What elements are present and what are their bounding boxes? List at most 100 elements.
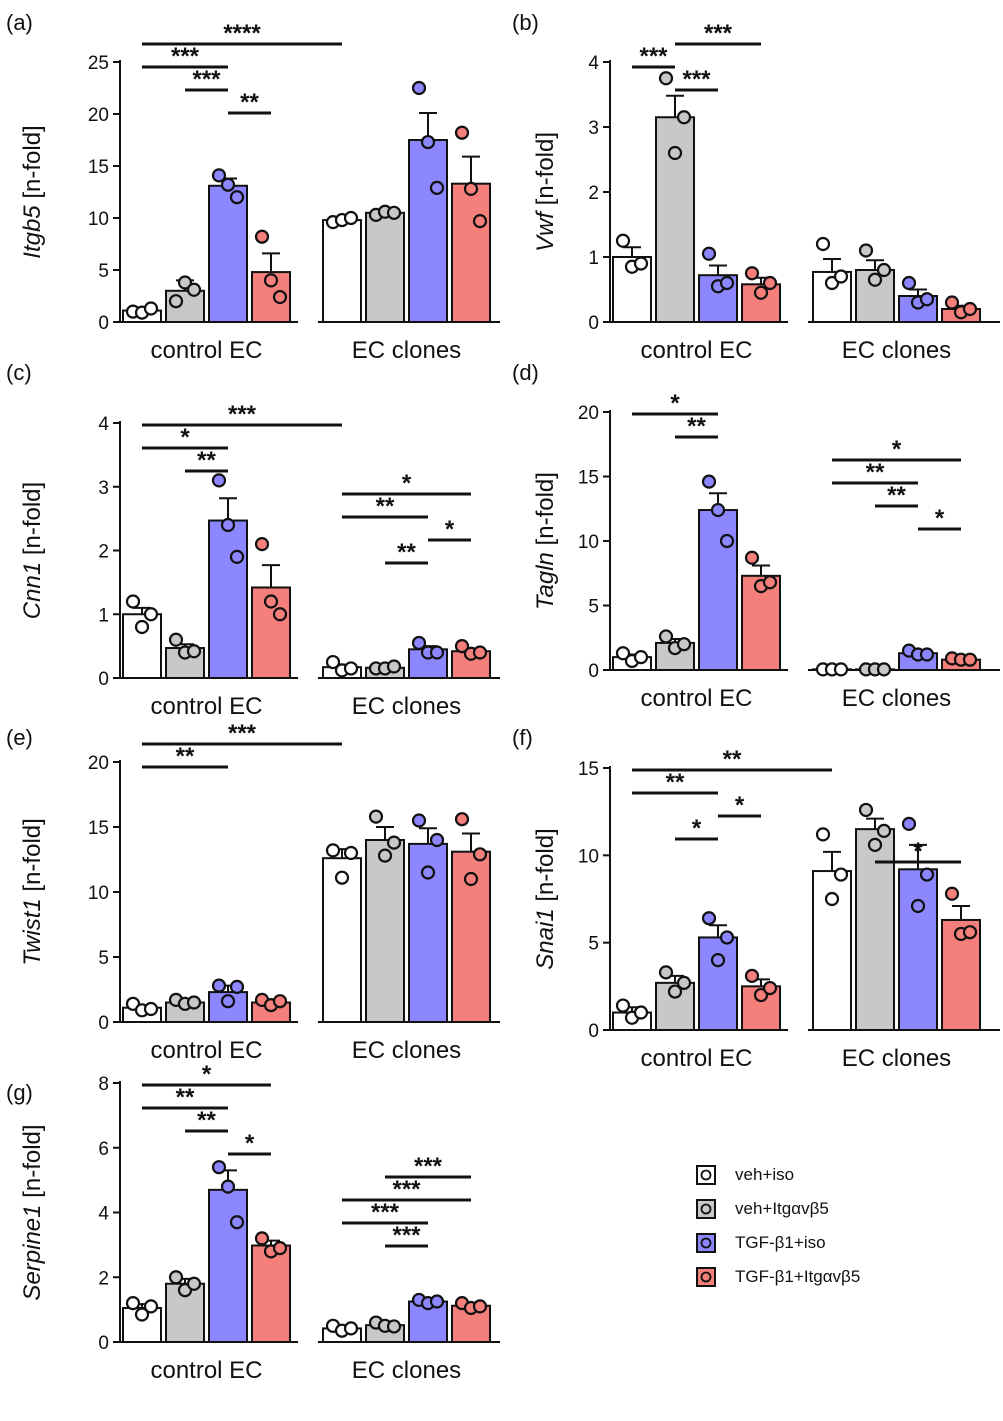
y-tick-label: 5 [588,934,599,955]
y-tick-label: 10 [578,846,599,867]
significance-label: ** [397,539,416,566]
data-point [429,180,445,195]
data-point [211,1160,227,1175]
significance-label: *** [704,20,733,47]
y-axis-unit: [n-fold] [19,125,46,205]
y-tick-label: 15 [88,157,109,178]
y-tick-label: 20 [578,403,599,424]
y-tick-label: 2 [98,1268,109,1289]
y-tick-label: 10 [578,532,599,553]
panel-d: (d) Tagln [n-fold] 0 5 10 15 20 control EC EC cl… [512,360,1000,712]
data-point [134,1307,150,1322]
y-axis-gene: Snai1 [532,908,559,969]
data-point [762,275,778,291]
data-point [901,816,917,831]
data-point [676,110,692,125]
data-point [429,832,445,848]
significance-label: ** [376,493,395,520]
panel-c: (c) Cnn1 [n-fold] 0 1 2 3 4 control EC EC clones… [6,360,500,720]
significance-label: ** [240,89,259,116]
significance-label: *** [414,1153,443,1180]
y-tick-label: 5 [98,261,109,282]
y-tick-label: 3 [98,478,109,499]
y-axis-gene: Serpine1 [19,1204,46,1300]
data-point [168,1270,184,1285]
significance-label: * [935,505,945,532]
panel-label: (g) [6,1080,33,1105]
y-tick-label: 20 [88,105,109,126]
group-label: EC clones [352,1037,461,1064]
significance-label: ** [666,769,685,796]
legend-label: veh+iso [735,1165,794,1184]
group-label: EC clones [352,1357,461,1384]
bar [855,828,895,1032]
data-point [186,282,202,297]
panel-label: (a) [6,10,33,35]
panel-label: (b) [512,10,539,35]
data-point [472,645,488,660]
data-point [667,145,683,161]
data-point [343,1321,359,1336]
significance-label: * [692,815,702,842]
y-axis-title: Cnn1 [n-fold] [19,482,46,619]
data-point [701,246,717,261]
bar [208,184,248,323]
significance-label: **** [223,20,261,47]
data-point [858,243,874,258]
y-tick-label: 2 [98,542,109,563]
group-label: EC clones [842,685,951,712]
data-point [429,1294,445,1309]
data-point [272,607,288,622]
panel-label: (c) [6,360,32,385]
significance-label: *** [171,43,200,70]
data-point [411,635,427,651]
significance-label: * [913,838,923,865]
significance-label: ** [687,413,706,440]
significance-label: *** [682,66,711,93]
bar [251,1244,291,1343]
data-point [919,647,935,662]
significance-label: *** [371,1199,400,1226]
group-label: control EC [640,685,752,712]
data-point [676,637,692,652]
bar [208,1188,248,1344]
data-point [254,229,270,244]
data-point [229,1215,245,1230]
legend-label: TGF-β1+iso [735,1233,826,1252]
legend-marker [700,1203,712,1215]
bar [698,936,738,1032]
data-point [472,214,488,229]
y-tick-label: 15 [578,759,599,780]
data-point [220,994,236,1009]
data-point [220,1179,236,1194]
data-point [325,843,341,858]
data-point [867,272,883,287]
data-point [615,998,631,1013]
data-point [701,474,717,489]
data-point [186,1276,202,1291]
y-tick-label: 0 [98,313,109,334]
y-tick-label: 0 [98,1013,109,1034]
data-point [411,80,427,96]
bar [365,211,405,323]
panel-b: (b) Vwf [n-fold] 0 1 2 3 4 control EC EC clones *… [512,10,1000,364]
panel-label: (e) [6,725,33,750]
data-point [143,1299,159,1314]
significance-label: ** [866,459,885,486]
group-label: control EC [150,693,262,720]
y-tick-label: 0 [98,1333,109,1354]
significance-label: *** [192,66,221,93]
data-point [343,845,359,861]
significance-label: *** [228,720,257,747]
legend-label: TGF-β1+Itgαvβ5 [735,1267,860,1286]
y-tick-label: 2 [588,183,599,204]
data-point [762,575,778,590]
y-axis-title: Snai1 [n-fold] [532,828,559,969]
data-point [710,502,726,518]
data-point [658,629,674,644]
data-point [454,125,470,140]
data-point [429,645,445,660]
significance-label: * [180,424,190,451]
data-point [186,644,202,659]
panel-label: (d) [512,360,539,385]
